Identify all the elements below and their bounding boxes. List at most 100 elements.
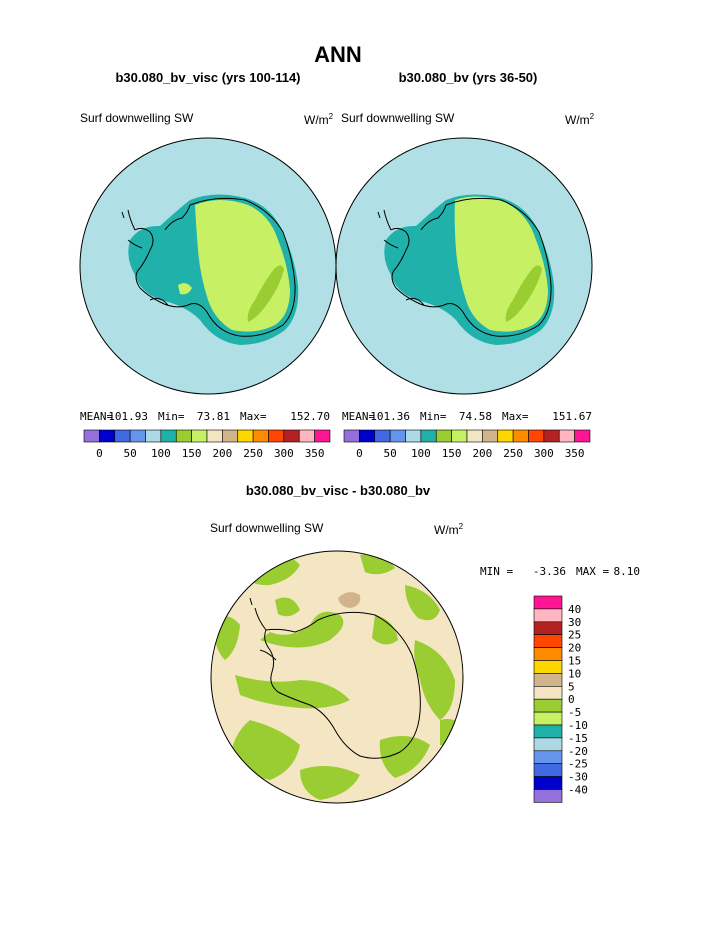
- colorbar-tick-label: 50: [384, 447, 397, 460]
- diff-neg-blob: [260, 611, 344, 648]
- svg-text:MEAN=: MEAN=: [80, 410, 113, 423]
- colorbar-swatch: [191, 429, 208, 443]
- interior-ridge: [505, 265, 542, 322]
- colorbar-swatch: [99, 429, 116, 443]
- colorbar-tick-label: 350: [565, 447, 585, 460]
- peninsula: [249, 597, 277, 661]
- panel-b-map: [335, 137, 593, 395]
- diff-neg-blob: [300, 766, 360, 800]
- colorbar-swatch: [222, 429, 239, 443]
- colorbar-tick-label: 10: [568, 667, 581, 680]
- colorbar-swatch: [533, 737, 563, 752]
- colorbar-swatch: [145, 429, 162, 443]
- peninsula: [121, 209, 143, 249]
- coastline: [390, 197, 552, 337]
- colorbar-swatch: [359, 429, 376, 443]
- colorbar-tick-label: 250: [243, 447, 263, 460]
- svg-text:8.10: 8.10: [614, 565, 641, 578]
- colorbar-tick-label: -5: [568, 706, 581, 719]
- colorbar-swatch: [129, 429, 146, 443]
- colorbar-tick-label: 40: [568, 603, 581, 616]
- colorbar-swatch: [558, 429, 575, 443]
- colorbar-swatch: [466, 429, 483, 443]
- panel-b-case-title: b30.080_bv (yrs 36-50): [399, 70, 538, 85]
- svg-text:101.93: 101.93: [108, 410, 148, 423]
- svg-text:152.70: 152.70: [290, 410, 330, 423]
- colorbar-swatch: [512, 429, 529, 443]
- colorbar-swatch: [533, 647, 563, 661]
- panel-a-variable: Surf downwelling SW: [80, 111, 194, 125]
- diff-neg-blob: [372, 615, 398, 645]
- panel-b-colorbar: 0 50 100 150 200 250 300 350: [343, 429, 591, 460]
- colorbar-swatch: [237, 429, 254, 443]
- colorbar-tick-label: 300: [274, 447, 294, 460]
- diff-pos-blob: [338, 592, 361, 608]
- peninsula: [377, 209, 399, 249]
- colorbar-swatch: [533, 608, 563, 623]
- diff-neg-blob: [414, 640, 455, 720]
- panel-a-stats: MEAN= 101.93 Min= 73.81 Max= 152.70: [80, 410, 330, 423]
- colorbar-tick-label: 0: [96, 447, 103, 460]
- diff-neg-blob: [405, 585, 440, 621]
- colorbar-swatch: [374, 429, 391, 443]
- colorbar-swatch: [533, 776, 563, 790]
- difference-title: b30.080_bv_visc - b30.080_bv: [246, 483, 431, 498]
- diff-neg-blob: [440, 719, 463, 747]
- colorbar-tick-label: 15: [568, 655, 581, 668]
- colorbar-swatch: [543, 429, 560, 443]
- panel-b-units: W/m2: [565, 112, 595, 127]
- colorbar-swatch: [435, 429, 452, 443]
- colorbar-tick-label: 5: [568, 680, 575, 693]
- svg-text:151.67: 151.67: [552, 410, 592, 423]
- svg-text:MEAN=: MEAN=: [342, 410, 375, 423]
- panel-b-stats: MEAN= 101.36 Min= 74.58 Max= 151.67: [342, 410, 592, 423]
- colorbar-tick-label: 150: [442, 447, 462, 460]
- colorbar-tick-label: 150: [182, 447, 202, 460]
- colorbar-tick-label: -40: [568, 784, 588, 797]
- colorbar-tick-label: 200: [212, 447, 232, 460]
- colorbar-swatch: [114, 429, 131, 443]
- difference-map: [210, 550, 464, 804]
- colorbar-swatch: [533, 711, 563, 726]
- colorbar-swatch: [389, 429, 406, 443]
- colorbar-swatch: [497, 429, 514, 443]
- colorbar-swatch: [482, 429, 499, 443]
- svg-text:-3.36: -3.36: [533, 565, 566, 578]
- colorbar-tick-label: 25: [568, 629, 581, 642]
- colorbar-swatch: [533, 789, 563, 803]
- coastline: [264, 611, 421, 759]
- colorbar-swatch: [533, 750, 563, 764]
- colorbar-tick-label: 30: [568, 616, 581, 629]
- svg-text:Min=: Min=: [420, 410, 447, 423]
- colorbar-swatch: [314, 429, 331, 443]
- colorbar-tick-label: -30: [568, 771, 588, 784]
- colorbar-tick-label: 200: [472, 447, 492, 460]
- colorbar-swatch: [405, 429, 422, 443]
- plateau-small-patch: [178, 283, 192, 295]
- panel-b-variable: Surf downwelling SW: [341, 111, 455, 125]
- difference-variable: Surf downwelling SW: [210, 521, 324, 535]
- diff-neg-blob: [379, 736, 430, 778]
- panel-a-units: W/m2: [304, 112, 334, 127]
- difference-units: W/m2: [434, 522, 464, 537]
- svg-text:Max=: Max=: [240, 410, 267, 423]
- colorbar-swatch: [533, 763, 563, 777]
- colorbar-swatch: [343, 429, 360, 443]
- map-border: [210, 550, 464, 804]
- colorbar-tick-label: 100: [411, 447, 431, 460]
- svg-text:73.81: 73.81: [197, 410, 230, 423]
- colorbar-tick-label: 50: [124, 447, 137, 460]
- colorbar-swatch: [533, 685, 563, 700]
- difference-stats: MIN = -3.36 MAX = 8.10: [480, 565, 640, 578]
- panel-a-case-title: b30.080_bv_visc (yrs 100-114): [115, 70, 300, 85]
- colorbar-tick-label: -25: [568, 758, 588, 771]
- svg-text:MIN =: MIN =: [480, 565, 513, 578]
- svg-text:Max=: Max=: [502, 410, 529, 423]
- colorbar-swatch: [533, 621, 563, 635]
- panel-a-colorbar: 0 50 100 150 200 250 300 350: [83, 429, 331, 460]
- colorbar-tick-label: 0: [356, 447, 363, 460]
- colorbar-swatch: [298, 429, 315, 443]
- colorbar-swatch: [533, 673, 563, 687]
